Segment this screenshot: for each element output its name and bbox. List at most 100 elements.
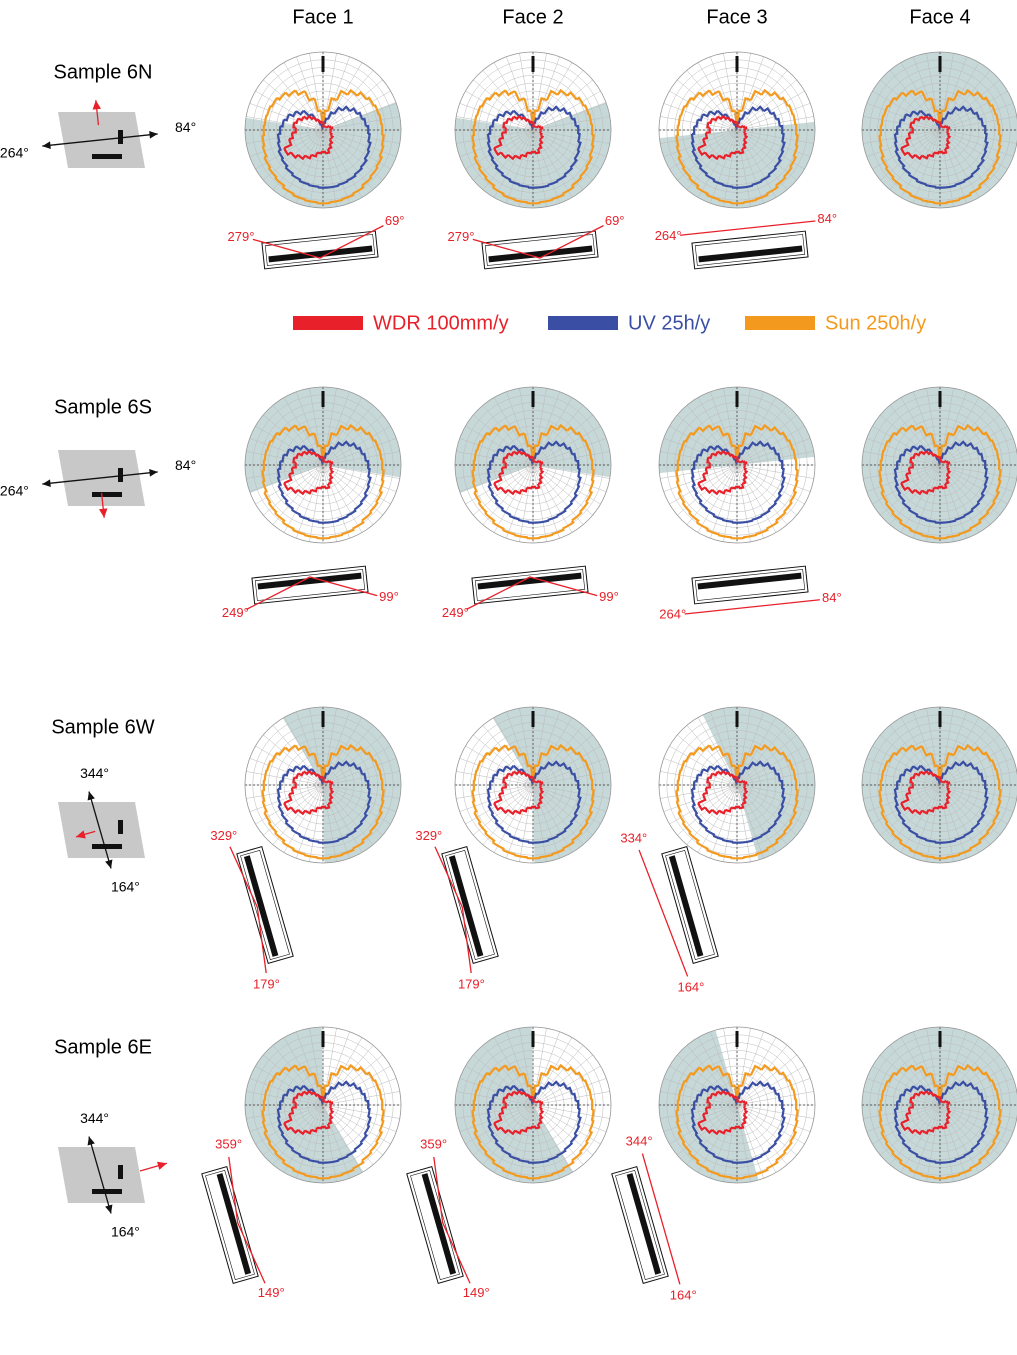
rose-bin: [945, 125, 949, 129]
grid-spoke: [322, 116, 400, 131]
rose-bin: [290, 806, 299, 815]
grid-spoke: [697, 717, 738, 786]
grid-spoke: [697, 784, 738, 853]
angle-label: 179°: [458, 976, 485, 991]
rose-outline: [861, 1026, 1017, 1184]
rose-bin: [316, 201, 331, 205]
rose-bin: [744, 134, 749, 140]
grid-spoke: [532, 103, 607, 131]
rose-bin: [997, 469, 1002, 482]
grid-spoke: [939, 129, 954, 207]
rose-bin: [976, 158, 985, 169]
grid-spoke: [669, 425, 738, 466]
rose-bin: [329, 463, 333, 466]
rose-bin: [290, 151, 299, 160]
grid-spoke: [736, 391, 764, 466]
grid-spoke: [736, 388, 751, 466]
rose-bin: [980, 1124, 988, 1135]
rose-bin: [973, 111, 981, 120]
rose-bin: [291, 462, 297, 469]
grid-spoke: [736, 711, 764, 786]
rose-bin: [333, 106, 344, 115]
rose-bin: [545, 1064, 559, 1076]
grid-spoke: [532, 405, 584, 466]
grid-spoke: [663, 1104, 738, 1132]
grid-spoke: [697, 129, 738, 198]
grid-spoke: [532, 425, 601, 466]
grid-spoke: [939, 784, 1017, 799]
grid-spoke: [309, 1104, 324, 1182]
rose-bin: [933, 201, 948, 205]
rose-bin: [936, 120, 940, 124]
rose-bin: [730, 1176, 745, 1180]
rose-bin: [349, 1081, 358, 1090]
section: 279° 69°: [228, 213, 405, 270]
grid-spoke: [482, 784, 534, 845]
rose-bin: [346, 743, 358, 752]
rose-bin: [353, 166, 364, 176]
grid-spoke: [686, 1104, 738, 1165]
rose-plot: [658, 386, 816, 544]
rose-bin: [705, 462, 711, 469]
angle-label: 359°: [215, 1136, 242, 1151]
rose-bin: [794, 789, 799, 802]
grid-spoke: [272, 464, 324, 525]
grid-spoke: [532, 391, 560, 466]
grid-spoke: [283, 62, 324, 131]
rose-bin: [356, 90, 368, 101]
rose-bin: [571, 176, 583, 187]
grid-spoke: [493, 1104, 534, 1173]
grid-spoke: [669, 745, 738, 786]
grid-spoke: [736, 1104, 788, 1165]
sample-label: Sample 6S: [54, 396, 152, 418]
rose-bin: [783, 166, 793, 178]
rose-bin: [739, 124, 744, 129]
rose-bin: [939, 122, 942, 128]
rose-bin: [724, 487, 733, 493]
exposure-line: [229, 846, 267, 974]
rose-bin: [893, 133, 898, 144]
rose-bin: [777, 1124, 785, 1135]
rose-bin: [588, 448, 593, 461]
rose-bin: [537, 478, 543, 485]
rose-bin: [736, 457, 739, 463]
grid-spoke: [863, 116, 941, 131]
rose-bin: [751, 515, 763, 522]
grid-spoke: [723, 129, 738, 207]
grid-spoke: [532, 1054, 593, 1106]
rose-bin: [533, 452, 539, 460]
rose-bin: [995, 144, 1002, 157]
rose-bin: [366, 141, 372, 152]
grid-spoke: [926, 464, 941, 542]
grid-spoke: [456, 116, 534, 131]
grid-spoke: [322, 784, 350, 859]
sample-icon: 264° 84°: [0, 450, 196, 518]
rose-bin: [531, 1125, 537, 1129]
rose-bin: [718, 1129, 727, 1135]
angle-label: 69°: [385, 213, 405, 228]
grid-spoke: [519, 1028, 534, 1106]
grid-spoke: [459, 1104, 534, 1132]
rose-bin: [378, 768, 383, 781]
rose-bin: [787, 104, 794, 116]
angle-label: 249°: [442, 605, 469, 620]
grid-spoke: [456, 1091, 534, 1106]
rose-bin: [749, 89, 763, 101]
rose-bin: [742, 780, 746, 784]
rose-bin: [583, 1079, 590, 1091]
grid-spoke: [532, 1104, 610, 1119]
section-box: [201, 1166, 259, 1284]
rose-bin: [361, 117, 367, 127]
rose-bin: [792, 448, 797, 461]
rose-bin: [337, 835, 349, 842]
rose-bin: [743, 199, 758, 204]
rose-bin: [537, 1159, 550, 1164]
rose-bin: [952, 744, 966, 756]
rose-bin: [990, 439, 997, 451]
rose-bin: [356, 1086, 364, 1095]
rose-bin: [787, 1079, 794, 1091]
grid-spoke: [322, 1078, 397, 1106]
rose-bin: [322, 777, 325, 783]
rose-bin: [947, 134, 952, 140]
grid-spoke: [283, 464, 324, 533]
